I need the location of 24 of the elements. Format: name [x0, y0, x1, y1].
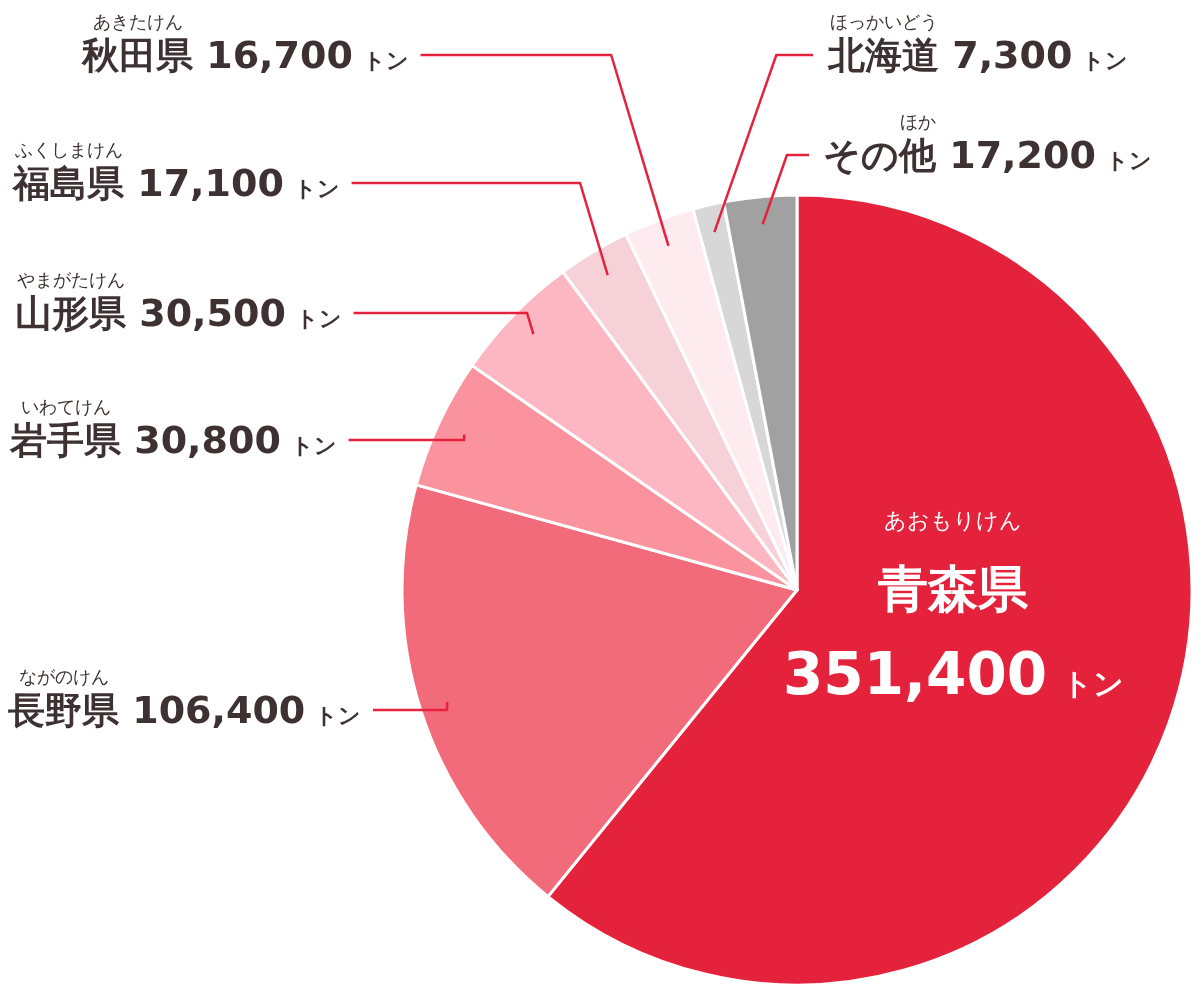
slice-label: 福島県 [11, 162, 125, 205]
furigana: ほっかいどう [829, 11, 938, 32]
data-label: 106,400 トン [119, 688, 361, 732]
data-label: 30,800 トン [121, 418, 337, 462]
data-label: 17,200 トン [936, 133, 1152, 177]
data-label: 7,300 トン [939, 33, 1129, 77]
slice-label: その他 [823, 134, 937, 177]
slice-label: 岩手県 [9, 419, 122, 462]
furigana: あきたけん [92, 11, 183, 32]
furigana: あおもりけん [884, 507, 1023, 533]
furigana: ふくしまけん [14, 139, 123, 160]
slice-label: 北海道 [827, 34, 939, 77]
furigana: ながのけん [18, 666, 109, 687]
furigana: いわてけん [20, 396, 111, 417]
furigana: ほか [899, 111, 936, 132]
furigana: やまがたけん [16, 269, 125, 290]
data-label: 16,700 トン [193, 33, 409, 77]
slice-label: 長野県 [7, 689, 120, 732]
slice-label: 山形県 [15, 292, 127, 335]
data-label: 30,500 トン [126, 291, 342, 335]
data-label: 351,400 トン [783, 639, 1124, 708]
data-label: 17,100 トン [124, 161, 340, 205]
slice-label: 秋田県 [81, 34, 194, 77]
slice-label: 青森県 [877, 559, 1030, 618]
